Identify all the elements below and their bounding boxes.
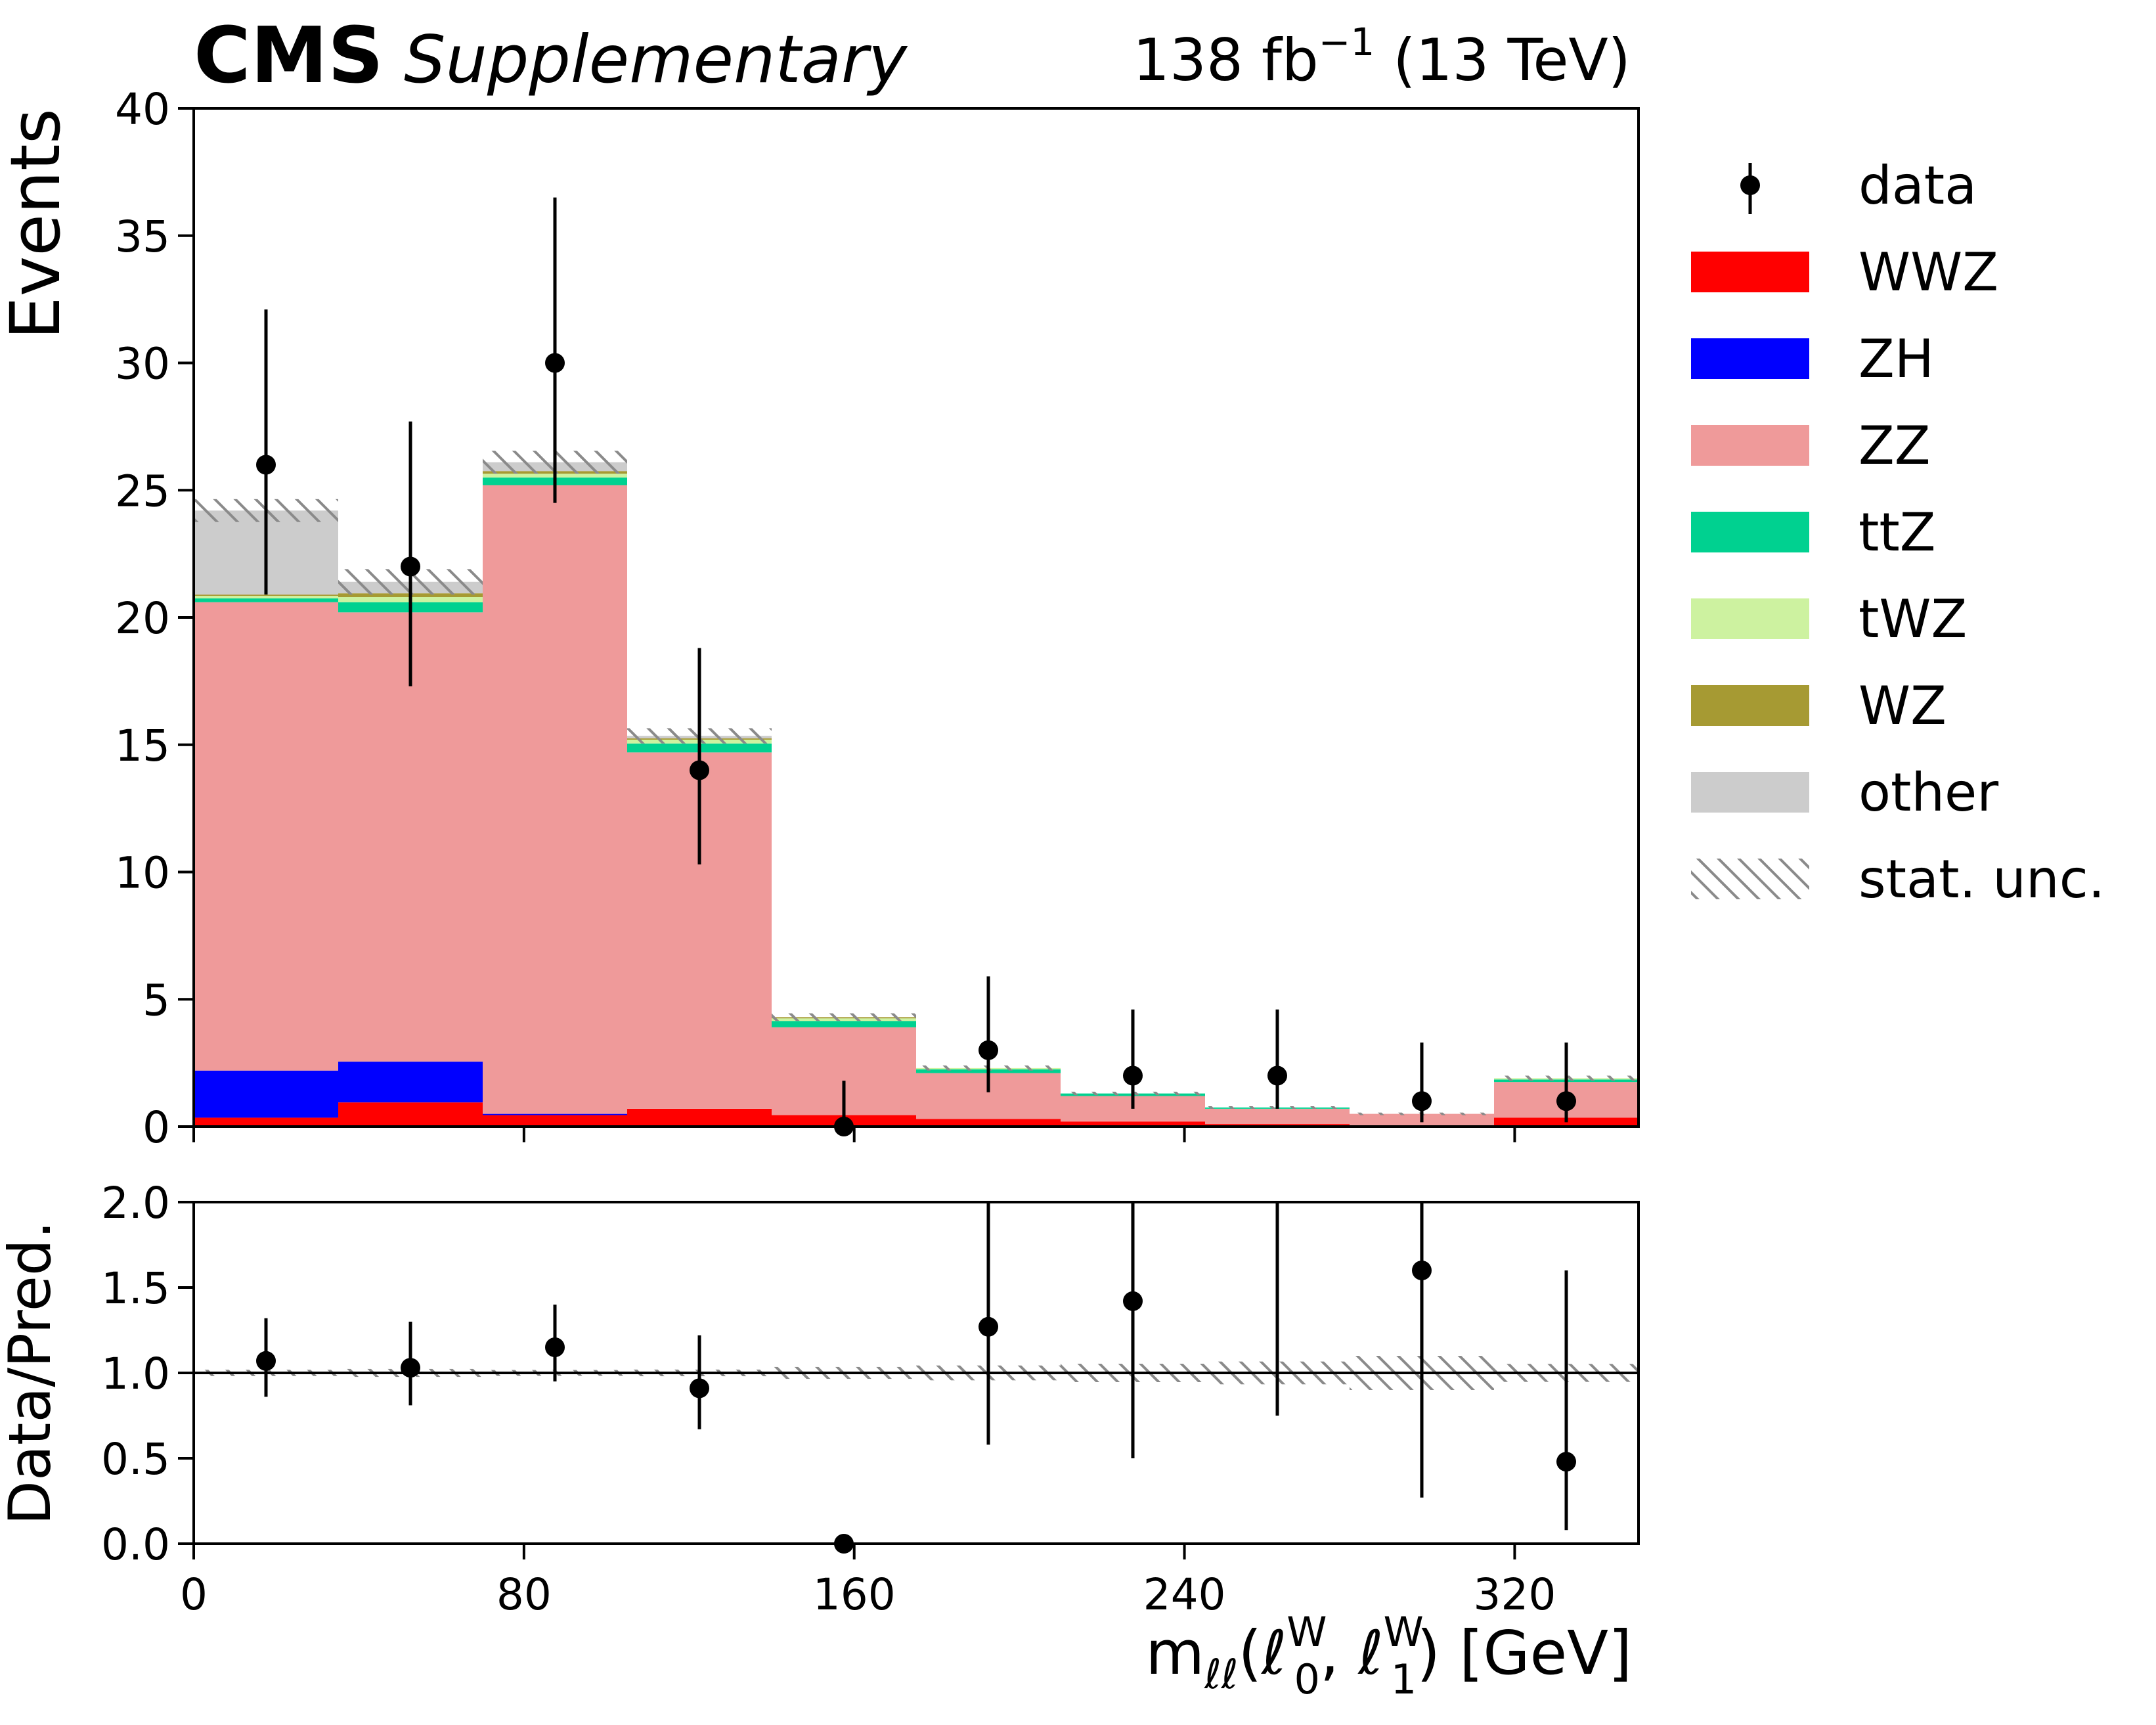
x-label-open: (ℓ [1238, 1618, 1287, 1688]
lumi-exponent: −1 [1319, 20, 1375, 64]
legend-swatch-data [1740, 175, 1760, 195]
main-panel: 0 5 10 15 20 25 30 35 40 Events [0, 84, 1640, 1153]
legend: data WWZ ZH ZZ ttZ tWZ WZ other stat. unc. [1691, 155, 2105, 910]
main-ytick-label-8: 40 [115, 84, 170, 135]
luminosity-label: 138 fb−1 (13 TeV) [1133, 20, 1631, 94]
main-ytick-label-2: 10 [115, 848, 170, 899]
legend-label-wwz: WWZ [1859, 242, 1998, 303]
main-ytick-label-1: 5 [143, 975, 170, 1025]
main-ytick-label-3: 15 [115, 721, 170, 771]
ratio-point-1 [401, 1358, 420, 1378]
ratio-ytick-label-0: 0.0 [101, 1519, 170, 1570]
bar-zz-bin-2 [483, 485, 627, 1114]
bar-wwz-bin-5 [916, 1119, 1061, 1127]
legend-swatch-wwz [1691, 252, 1809, 292]
bar-zh-bin-1 [338, 1062, 483, 1103]
legend-label-wz: WZ [1859, 675, 1947, 736]
x-axis-label: mℓℓ(ℓW 0, ℓW 1) [GeV] [1145, 1608, 1632, 1703]
x-label-sub1: 1 [1391, 1655, 1417, 1703]
x-tick-label-1: 80 [496, 1569, 552, 1620]
ratio-ytick-label-3: 1.5 [101, 1263, 170, 1314]
ratio-y-axis-label: Data/Pred. [0, 1221, 64, 1525]
stat-unc-bin-4 [772, 1013, 916, 1021]
ratio-point-0 [256, 1351, 276, 1371]
legend-label-other: other [1859, 762, 1998, 823]
x-label-sub: ℓℓ [1204, 1650, 1238, 1698]
ratio-x-ticks: 0 80 160 240 320 [180, 1544, 1556, 1620]
legend-label-stat-unc-: stat. unc. [1859, 849, 2105, 910]
bar-wwz-bin-0 [194, 1117, 338, 1127]
ratio-point-3 [690, 1378, 709, 1399]
ratio-ytick-label-2: 1.0 [101, 1349, 170, 1399]
main-y-ticks: 0 5 10 15 20 25 30 35 40 [115, 84, 194, 1153]
data-point-8 [1412, 1091, 1432, 1111]
supplementary-label: Supplementary [404, 21, 908, 98]
main-ytick-label-4: 20 [115, 593, 170, 644]
bar-wz-bin-0 [194, 594, 338, 596]
bar-wwz-bin-6 [1061, 1121, 1205, 1127]
data-point-0 [256, 455, 276, 475]
legend-swatch-twz [1691, 598, 1809, 639]
legend-swatch-zz [1691, 425, 1809, 466]
lumi-value: 138 fb [1133, 26, 1319, 94]
legend-swatch-stat-unc- [1691, 859, 1809, 899]
legend-label-ttz: ttZ [1859, 502, 1936, 563]
ratio-point-2 [545, 1337, 565, 1357]
x-label-sub0: 0 [1294, 1655, 1320, 1703]
ratio-point-8 [1412, 1261, 1432, 1280]
data-point-5 [979, 1040, 998, 1060]
x-tick-label-2: 160 [813, 1569, 896, 1620]
data-point-7 [1267, 1065, 1287, 1086]
legend-label-zz: ZZ [1859, 415, 1931, 476]
x-label-m: m [1145, 1618, 1204, 1688]
cms-label: CMS [194, 10, 384, 101]
ratio-y-ticks: 0.0 0.5 1.0 1.5 2.0 [101, 1178, 194, 1570]
data-point-9 [1556, 1091, 1576, 1111]
main-y-axis-label: Events [0, 108, 76, 340]
ratio-panel: 0.0 0.5 1.0 1.5 2.0 0 80 160 240 320 Data/Pred. [0, 1178, 1640, 1620]
energy-label: (13 TeV) [1375, 26, 1631, 94]
main-x-ticks [192, 1127, 1516, 1142]
legend-swatch-other [1691, 772, 1809, 813]
data-point-3 [690, 760, 709, 780]
x-tick-label-3: 240 [1143, 1569, 1226, 1620]
bar-twz-bin-0 [194, 596, 338, 598]
bar-ttz-bin-0 [194, 598, 338, 602]
x-label-sup0: W [1287, 1608, 1327, 1656]
ratio-point-9 [1556, 1452, 1576, 1472]
x-label-close: ) [GeV] [1417, 1618, 1632, 1688]
legend-label-data: data [1859, 155, 1977, 216]
data-point-6 [1123, 1065, 1143, 1086]
main-ytick-label-7: 35 [115, 212, 170, 262]
ratio-point-5 [979, 1316, 998, 1337]
data-point-1 [401, 556, 420, 577]
legend-swatch-wz [1691, 685, 1809, 726]
bar-wwz-bin-3 [627, 1108, 772, 1127]
bar-zz-bin-7 [1205, 1108, 1350, 1125]
x-label-mid: , ℓ [1320, 1618, 1384, 1688]
bar-zz-bin-0 [194, 602, 338, 1071]
bar-zz-bin-1 [338, 612, 483, 1062]
bar-zh-bin-2 [483, 1113, 627, 1115]
data-points [256, 197, 1576, 1136]
legend-swatch-zh [1691, 338, 1809, 379]
legend-label-zh: ZH [1859, 328, 1934, 390]
bar-zh-bin-0 [194, 1070, 338, 1118]
bar-ttz-bin-4 [772, 1021, 916, 1027]
x-label-sup1: W [1383, 1608, 1423, 1656]
bar-wwz-bin-1 [338, 1102, 483, 1127]
legend-label-twz: tWZ [1859, 589, 1967, 650]
x-tick-label-4: 320 [1473, 1569, 1556, 1620]
legend-swatch-ttz [1691, 512, 1809, 552]
main-ytick-label-5: 25 [115, 466, 170, 516]
data-point-2 [545, 353, 565, 373]
ratio-ytick-label-4: 2.0 [101, 1178, 170, 1228]
ratio-ytick-label-1: 0.5 [101, 1434, 170, 1485]
main-ytick-label-6: 30 [115, 339, 170, 390]
bar-wwz-bin-2 [483, 1115, 627, 1127]
main-ytick-label-0: 0 [143, 1102, 170, 1153]
ratio-point-6 [1123, 1291, 1143, 1311]
x-tick-label-0: 0 [180, 1569, 208, 1620]
